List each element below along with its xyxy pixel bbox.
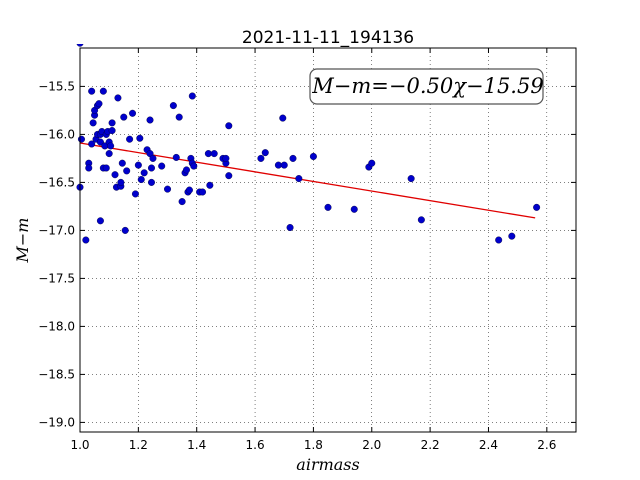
data-point [206, 181, 214, 189]
data-point [257, 154, 265, 162]
plot-frame [79, 47, 577, 433]
data-point [286, 224, 294, 232]
data-point [178, 198, 186, 206]
y-tick-label: −19.0 [38, 415, 75, 429]
data-point [147, 164, 155, 172]
x-tick-label: 1.2 [129, 438, 148, 452]
data-point [199, 188, 207, 196]
data-point [495, 236, 503, 244]
data-point [309, 152, 317, 160]
data-point [261, 149, 269, 157]
data-point [279, 114, 287, 122]
data-point [108, 127, 116, 135]
data-point [225, 122, 233, 130]
data-point [121, 226, 129, 234]
data-point [120, 113, 128, 121]
data-point [89, 119, 97, 127]
chart-title: 2021-11-11_194136 [242, 28, 414, 48]
y-tick-label: −16.5 [38, 175, 75, 189]
y-tick-label: −17.0 [38, 223, 75, 237]
data-point [88, 87, 96, 95]
data-point [295, 175, 303, 183]
data-point [222, 154, 230, 162]
data-point [76, 44, 84, 47]
data-point [114, 94, 122, 102]
y-tick-label: −18.0 [38, 319, 75, 333]
data-point [137, 176, 145, 184]
x-tick-label: 2.0 [362, 438, 381, 452]
y-axis-label: M−m [13, 218, 32, 264]
y-tick-label: −15.5 [38, 79, 75, 93]
data-point [210, 150, 218, 158]
x-tick-label: 1.4 [187, 438, 206, 452]
data-point [417, 216, 425, 224]
data-point [134, 161, 142, 169]
x-tick-label: 1.6 [246, 438, 265, 452]
data-point [164, 185, 172, 193]
data-point [225, 172, 233, 180]
data-point [88, 140, 96, 148]
data-point [350, 205, 358, 213]
data-point [131, 190, 139, 198]
data-point [175, 113, 183, 121]
data-point [204, 150, 212, 158]
data-point [77, 135, 85, 143]
data-point [149, 154, 157, 162]
data-points [76, 44, 541, 244]
data-point [274, 161, 282, 169]
data-point [280, 161, 288, 169]
x-axis-label: airmass [296, 455, 359, 474]
y-tick-label: −17.5 [38, 271, 75, 285]
data-point [289, 154, 297, 162]
data-point [147, 178, 155, 186]
data-point [111, 171, 119, 179]
data-point [368, 159, 376, 167]
x-tick-label: 1.8 [304, 438, 323, 452]
data-point [107, 142, 115, 150]
y-tick-label: −16.0 [38, 127, 75, 141]
data-point [190, 162, 198, 170]
data-point [172, 153, 180, 161]
data-point [188, 92, 196, 100]
data-point [117, 178, 125, 186]
x-tick-label: 2.2 [421, 438, 440, 452]
fit-line [79, 142, 536, 219]
data-point [324, 203, 332, 211]
data-point [129, 109, 137, 117]
axis-ticks: 1.0 1.2 1.4 1.6 1.8 2.0 2.2 2.4 2.6 −15.5 −16.0 −16… [38, 48, 576, 452]
data-point [158, 162, 166, 170]
y-tick-label: −18.5 [38, 367, 75, 381]
data-point [508, 232, 516, 240]
x-tick-label: 1.0 [70, 438, 89, 452]
fit-equation-box: M−m=−0.50χ−15.59 [309, 68, 544, 105]
data-point [140, 169, 148, 177]
data-point [95, 100, 103, 108]
data-point [105, 150, 113, 158]
data-point [182, 166, 190, 174]
fit-equation-text: M−m=−0.50χ−15.59 [311, 74, 543, 98]
data-point [136, 134, 144, 142]
data-point [99, 87, 107, 95]
fit-equation-frame [309, 68, 544, 105]
x-tick-label: 2.6 [537, 438, 556, 452]
data-point [533, 203, 541, 211]
data-point [185, 186, 193, 194]
data-point [123, 167, 131, 175]
data-point [108, 119, 116, 127]
data-point [102, 164, 110, 172]
data-point [82, 236, 90, 244]
fit-line-layer [79, 142, 536, 219]
data-point [85, 164, 93, 172]
data-point [126, 135, 134, 143]
data-point [146, 116, 154, 124]
data-point [407, 175, 415, 183]
x-tick-label: 2.4 [479, 438, 498, 452]
data-point [169, 102, 177, 110]
data-point [118, 159, 126, 167]
data-point [96, 217, 104, 225]
